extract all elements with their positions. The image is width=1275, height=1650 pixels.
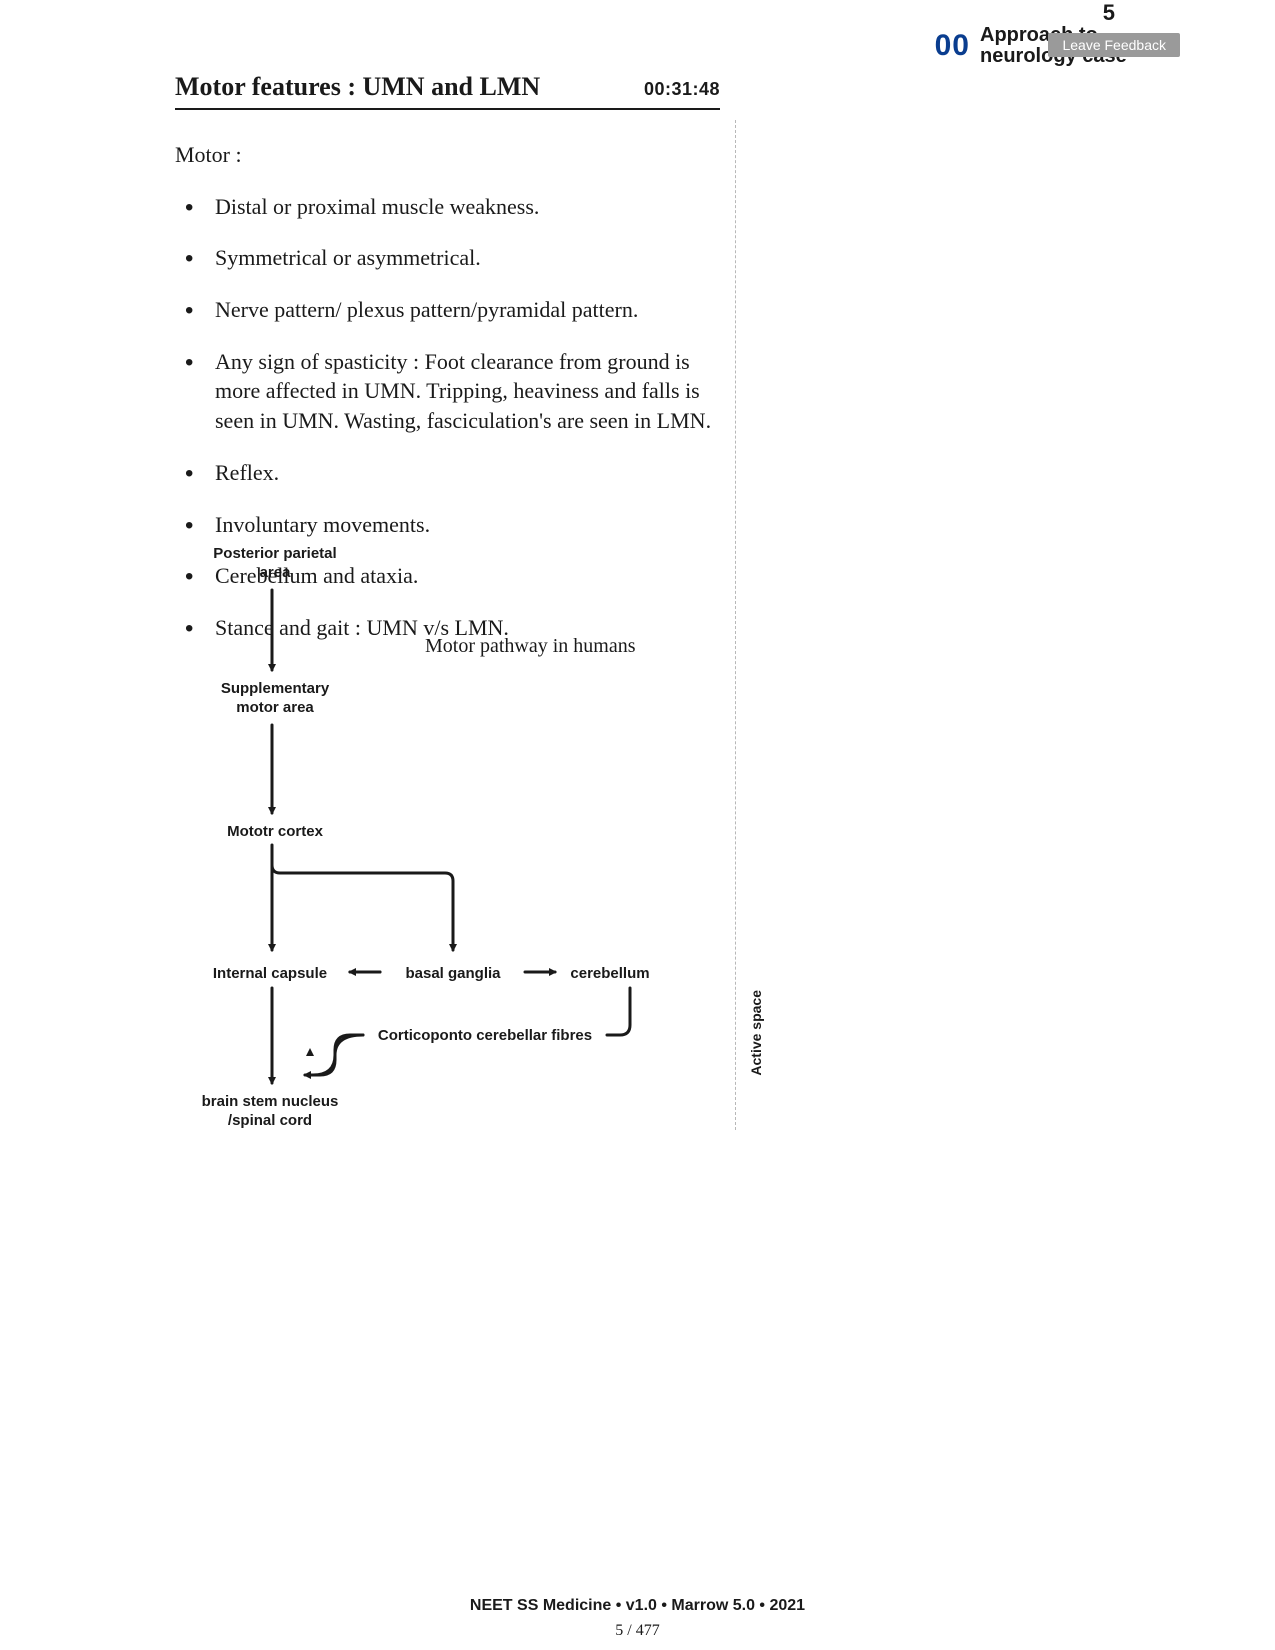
page-root: 5 00 Approach to neurology case Leave Fe… (0, 0, 1275, 1650)
section-label: Motor : (175, 140, 720, 170)
page-corner-number: 5 (1103, 0, 1115, 26)
chapter-number: 00 (935, 29, 970, 63)
active-space-label: Active space (748, 990, 764, 1076)
footer-text: NEET SS Medicine • v1.0 • Marrow 5.0 • 2… (0, 1597, 1275, 1615)
motor-pathway-diagram: Motor pathway in humans Posterior pariet… (175, 545, 735, 1135)
list-item: Reflex. (175, 458, 720, 488)
timestamp: 00:31:48 (644, 79, 720, 100)
heading-row: Motor features : UMN and LMN 00:31:48 (175, 72, 720, 110)
page-indicator: 5 / 477 (0, 1622, 1275, 1640)
list-item: Involuntary movements. (175, 510, 720, 540)
diagram-arrows (175, 545, 735, 1135)
page-title: Motor features : UMN and LMN (175, 72, 540, 102)
leave-feedback-button[interactable]: Leave Feedback (1048, 33, 1180, 57)
list-item: Symmetrical or asymmetrical. (175, 243, 720, 273)
margin-divider (735, 120, 736, 1130)
list-item: Distal or proximal muscle weakness. (175, 192, 720, 222)
list-item: Any sign of spasticity : Foot clearance … (175, 347, 720, 436)
list-item: Nerve pattern/ plexus pattern/pyramidal … (175, 295, 720, 325)
